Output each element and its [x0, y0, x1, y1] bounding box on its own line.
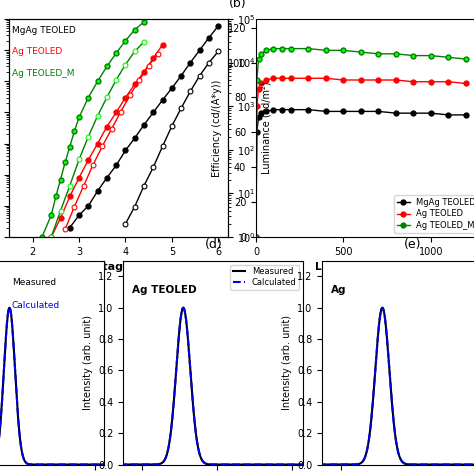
Measured [117, 462, 122, 467]
Y-axis label: Luminance (cd/m²): Luminance (cd/m²) [261, 82, 271, 174]
Calculated [308, 462, 313, 467]
Measured [223, 462, 228, 467]
Line: Calculated: Calculated [119, 308, 315, 465]
Calculated [211, 462, 217, 467]
Y-axis label: Efficiency (cd/(A*y)): Efficiency (cd/(A*y)) [212, 79, 222, 177]
Calculated [277, 462, 283, 467]
Text: Ag TEOLED: Ag TEOLED [132, 285, 197, 295]
Measured [210, 462, 215, 467]
Y-axis label: Intensity (arb. unit): Intensity (arb. unit) [82, 315, 92, 410]
Text: Ag TEOLED: Ag TEOLED [12, 47, 62, 56]
Calculated [181, 305, 186, 310]
Text: Ag TEOLED_M: Ag TEOLED_M [12, 69, 74, 78]
Text: (d): (d) [204, 237, 222, 250]
Measured [181, 305, 186, 310]
X-axis label: Voltage (V): Voltage (V) [83, 262, 154, 272]
X-axis label: Luminance (cd/m²): Luminance (cd/m²) [315, 262, 425, 272]
Text: MgAg TEOLED: MgAg TEOLED [12, 26, 75, 35]
Calculated [223, 462, 228, 467]
Calculated [117, 462, 122, 467]
Measured [211, 462, 217, 467]
Measured [233, 462, 239, 467]
Legend: MgAg TEOLED, Ag TEOLED, Ag TEOLED_M: MgAg TEOLED, Ag TEOLED, Ag TEOLED_M [394, 195, 474, 233]
Legend: Measured, Calculated: Measured, Calculated [230, 265, 299, 290]
Calculated [312, 462, 318, 467]
Calculated [210, 462, 215, 467]
Measured [312, 462, 318, 467]
Text: Measured: Measured [12, 278, 56, 287]
Text: (e): (e) [404, 237, 421, 250]
Line: Measured: Measured [119, 308, 315, 465]
Text: (b): (b) [228, 0, 246, 10]
Y-axis label: Intensity (arb. unit): Intensity (arb. unit) [282, 315, 292, 410]
Text: Calculated: Calculated [12, 301, 60, 310]
Text: Ag: Ag [331, 285, 347, 295]
Measured [277, 462, 283, 467]
Measured [308, 462, 313, 467]
Calculated [233, 462, 239, 467]
